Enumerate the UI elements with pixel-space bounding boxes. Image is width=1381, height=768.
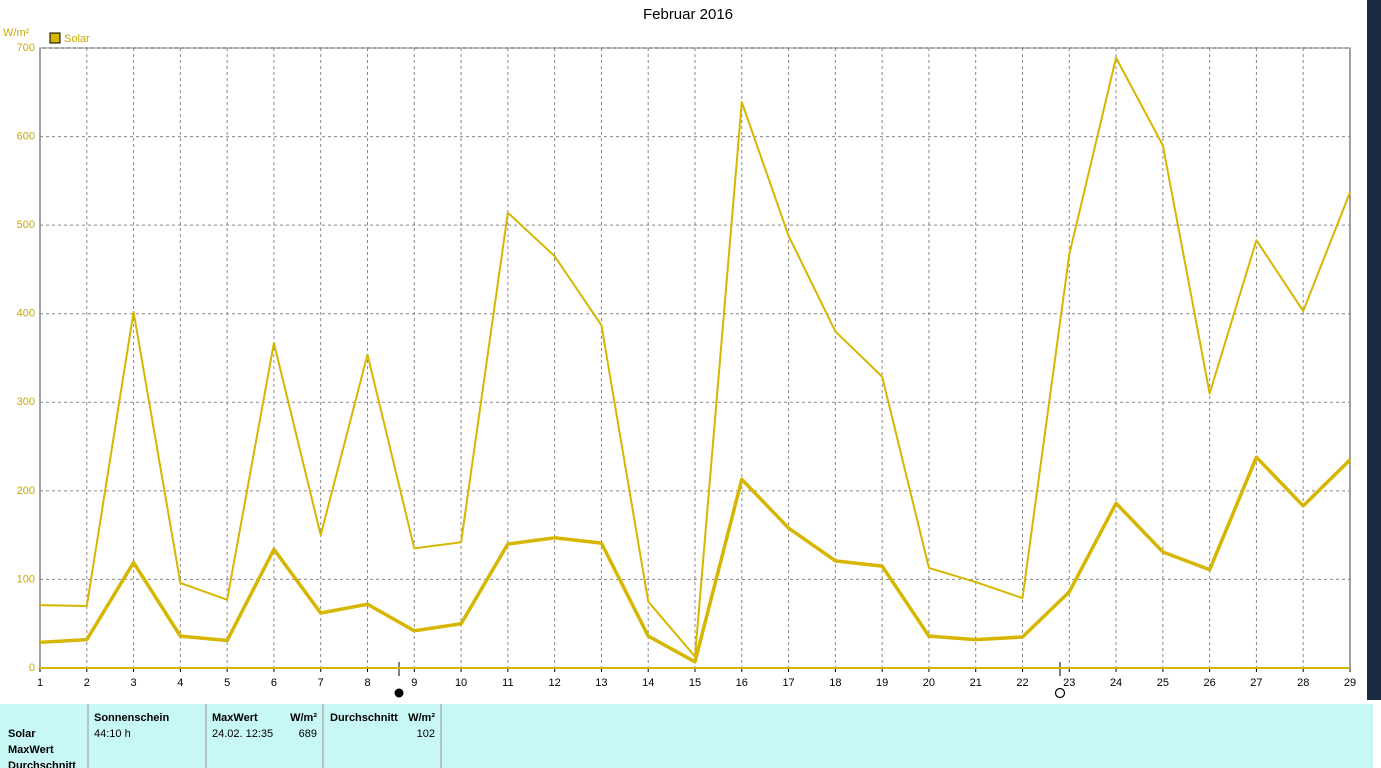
y-tick-label: 0 <box>29 662 35 674</box>
x-tick-label: 14 <box>642 677 654 689</box>
legend-label: Solar <box>64 33 90 45</box>
y-tick-label: 600 <box>17 130 35 142</box>
x-tick-label: 20 <box>923 677 935 689</box>
row-label: Durchschnitt <box>8 760 76 768</box>
x-tick-label: 7 <box>318 677 324 689</box>
y-tick-label: 400 <box>17 308 35 320</box>
x-tick-label: 4 <box>177 677 183 689</box>
x-tick-label: 18 <box>829 677 841 689</box>
col-header: Durchschnitt <box>330 712 398 724</box>
chart-title: Februar 2016 <box>643 6 733 23</box>
x-tick-label: 27 <box>1250 677 1262 689</box>
col-unit: W/m² <box>408 712 435 724</box>
x-tick-label: 2 <box>84 677 90 689</box>
table-bg <box>0 704 1373 768</box>
x-tick-label: 6 <box>271 677 277 689</box>
y-unit: W/m² <box>3 27 30 39</box>
summary-table: Solar MaxWert Durchschnitt Sonnenschein … <box>0 704 1373 768</box>
full-moon-icon <box>1054 687 1066 699</box>
col-unit: W/m² <box>290 712 317 724</box>
x-tick-label: 21 <box>970 677 982 689</box>
window-edge <box>1367 0 1381 700</box>
row-label: Solar <box>8 728 36 740</box>
y-tick-label: 500 <box>17 219 35 231</box>
y-tick-label: 100 <box>17 573 35 585</box>
y-tick-label: 700 <box>17 42 35 54</box>
row-label: MaxWert <box>8 744 54 756</box>
col-header: MaxWert <box>212 712 258 724</box>
x-tick-label: 1 <box>37 677 43 689</box>
cell: 44:10 h <box>94 728 131 740</box>
new-moon-icon <box>394 688 404 698</box>
x-tick-label: 15 <box>689 677 701 689</box>
x-tick-label: 8 <box>364 677 370 689</box>
x-tick-label: 9 <box>411 677 417 689</box>
series-line <box>39 455 1352 664</box>
x-tick-label: 11 <box>502 677 513 689</box>
y-tick-label: 200 <box>17 485 35 497</box>
cell: 102 <box>417 728 435 740</box>
x-tick-label: 26 <box>1204 677 1216 689</box>
x-tick-label: 10 <box>455 677 467 689</box>
x-tick-label: 29 <box>1344 677 1356 689</box>
cell: 689 <box>299 728 317 740</box>
col-header: Sonnenschein <box>94 712 169 724</box>
x-tick-label: 22 <box>1016 677 1028 689</box>
x-tick-label: 13 <box>595 677 607 689</box>
x-tick-label: 16 <box>736 677 748 689</box>
x-tick-label: 12 <box>549 677 561 689</box>
x-tick-label: 23 <box>1063 677 1075 689</box>
x-tick-label: 3 <box>131 677 137 689</box>
cell: 24.02. 12:35 <box>212 728 273 740</box>
x-tick-label: 25 <box>1157 677 1169 689</box>
x-tick-label: 28 <box>1297 677 1309 689</box>
x-tick-label: 17 <box>782 677 794 689</box>
x-tick-label: 24 <box>1110 677 1122 689</box>
x-tick-label: 5 <box>224 677 230 689</box>
y-tick-label: 300 <box>17 396 35 408</box>
x-tick-label: 19 <box>876 677 888 689</box>
legend-swatch <box>49 32 61 44</box>
